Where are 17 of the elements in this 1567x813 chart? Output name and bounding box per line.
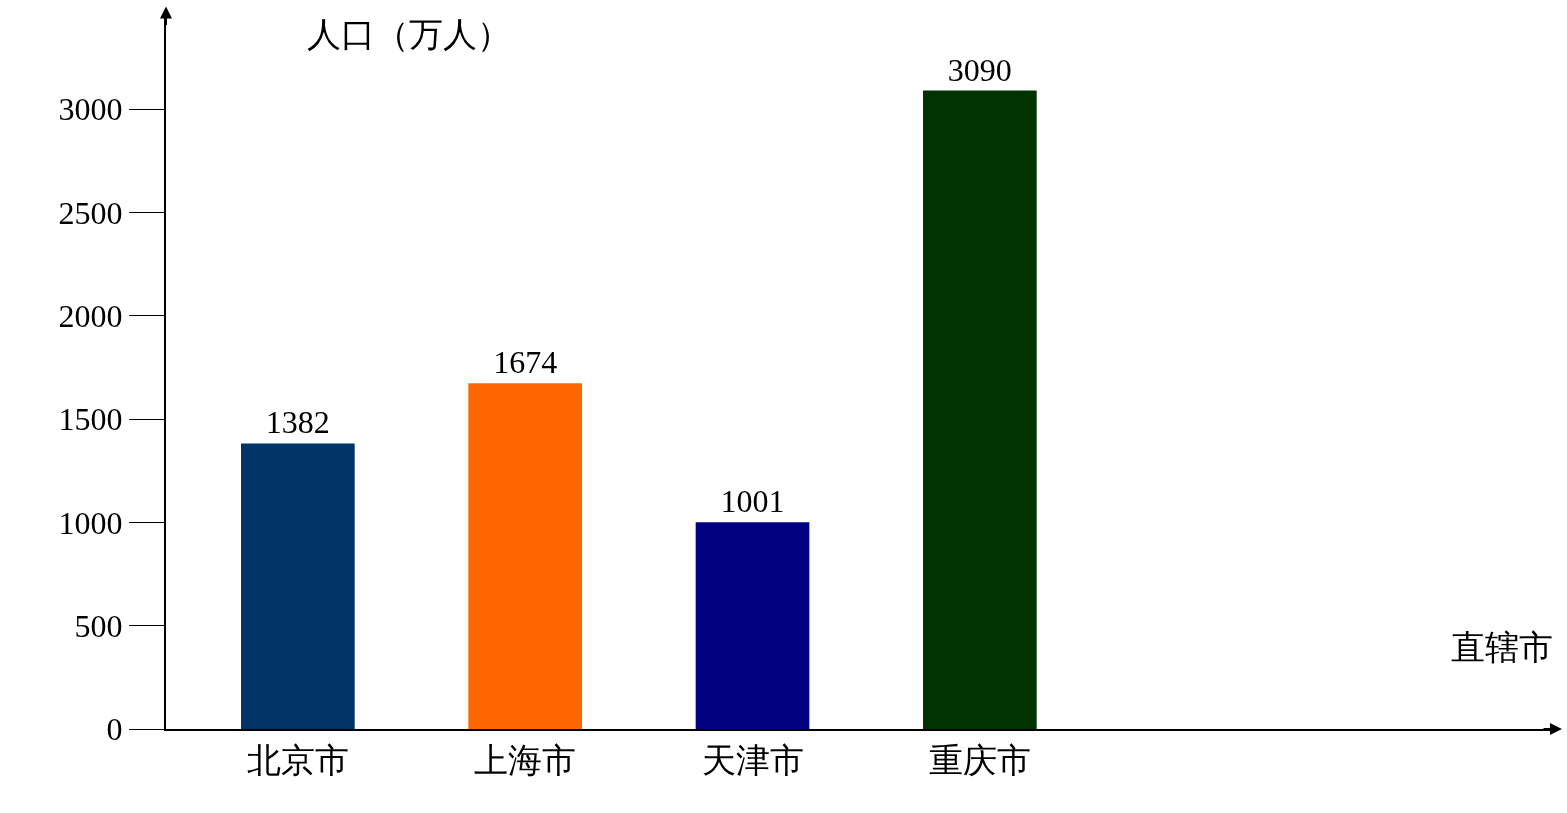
y-tick-label: 500 [74,607,123,644]
y-tick-label: 3000 [58,91,123,128]
x-tick-label: 重庆市 [928,741,1031,779]
y-tick-label: 2000 [58,297,123,334]
data-label: 1382 [265,404,330,441]
y-tick-label: 2500 [58,194,123,231]
y-tick-label: 0 [106,711,123,748]
y-tick-label: 1000 [58,504,123,541]
x-tick-label: 天津市 [701,741,804,779]
data-label: 3090 [947,51,1012,88]
y-tick-label: 1500 [58,401,123,438]
x-tick-label: 北京市 [246,741,349,779]
x-tick-label: 上海市 [474,741,577,779]
data-label: 1001 [720,483,785,520]
y-axis-title: 人口（万人） [307,16,511,53]
text: 直辖市 [1451,629,1553,666]
data-label: 1674 [493,344,558,381]
